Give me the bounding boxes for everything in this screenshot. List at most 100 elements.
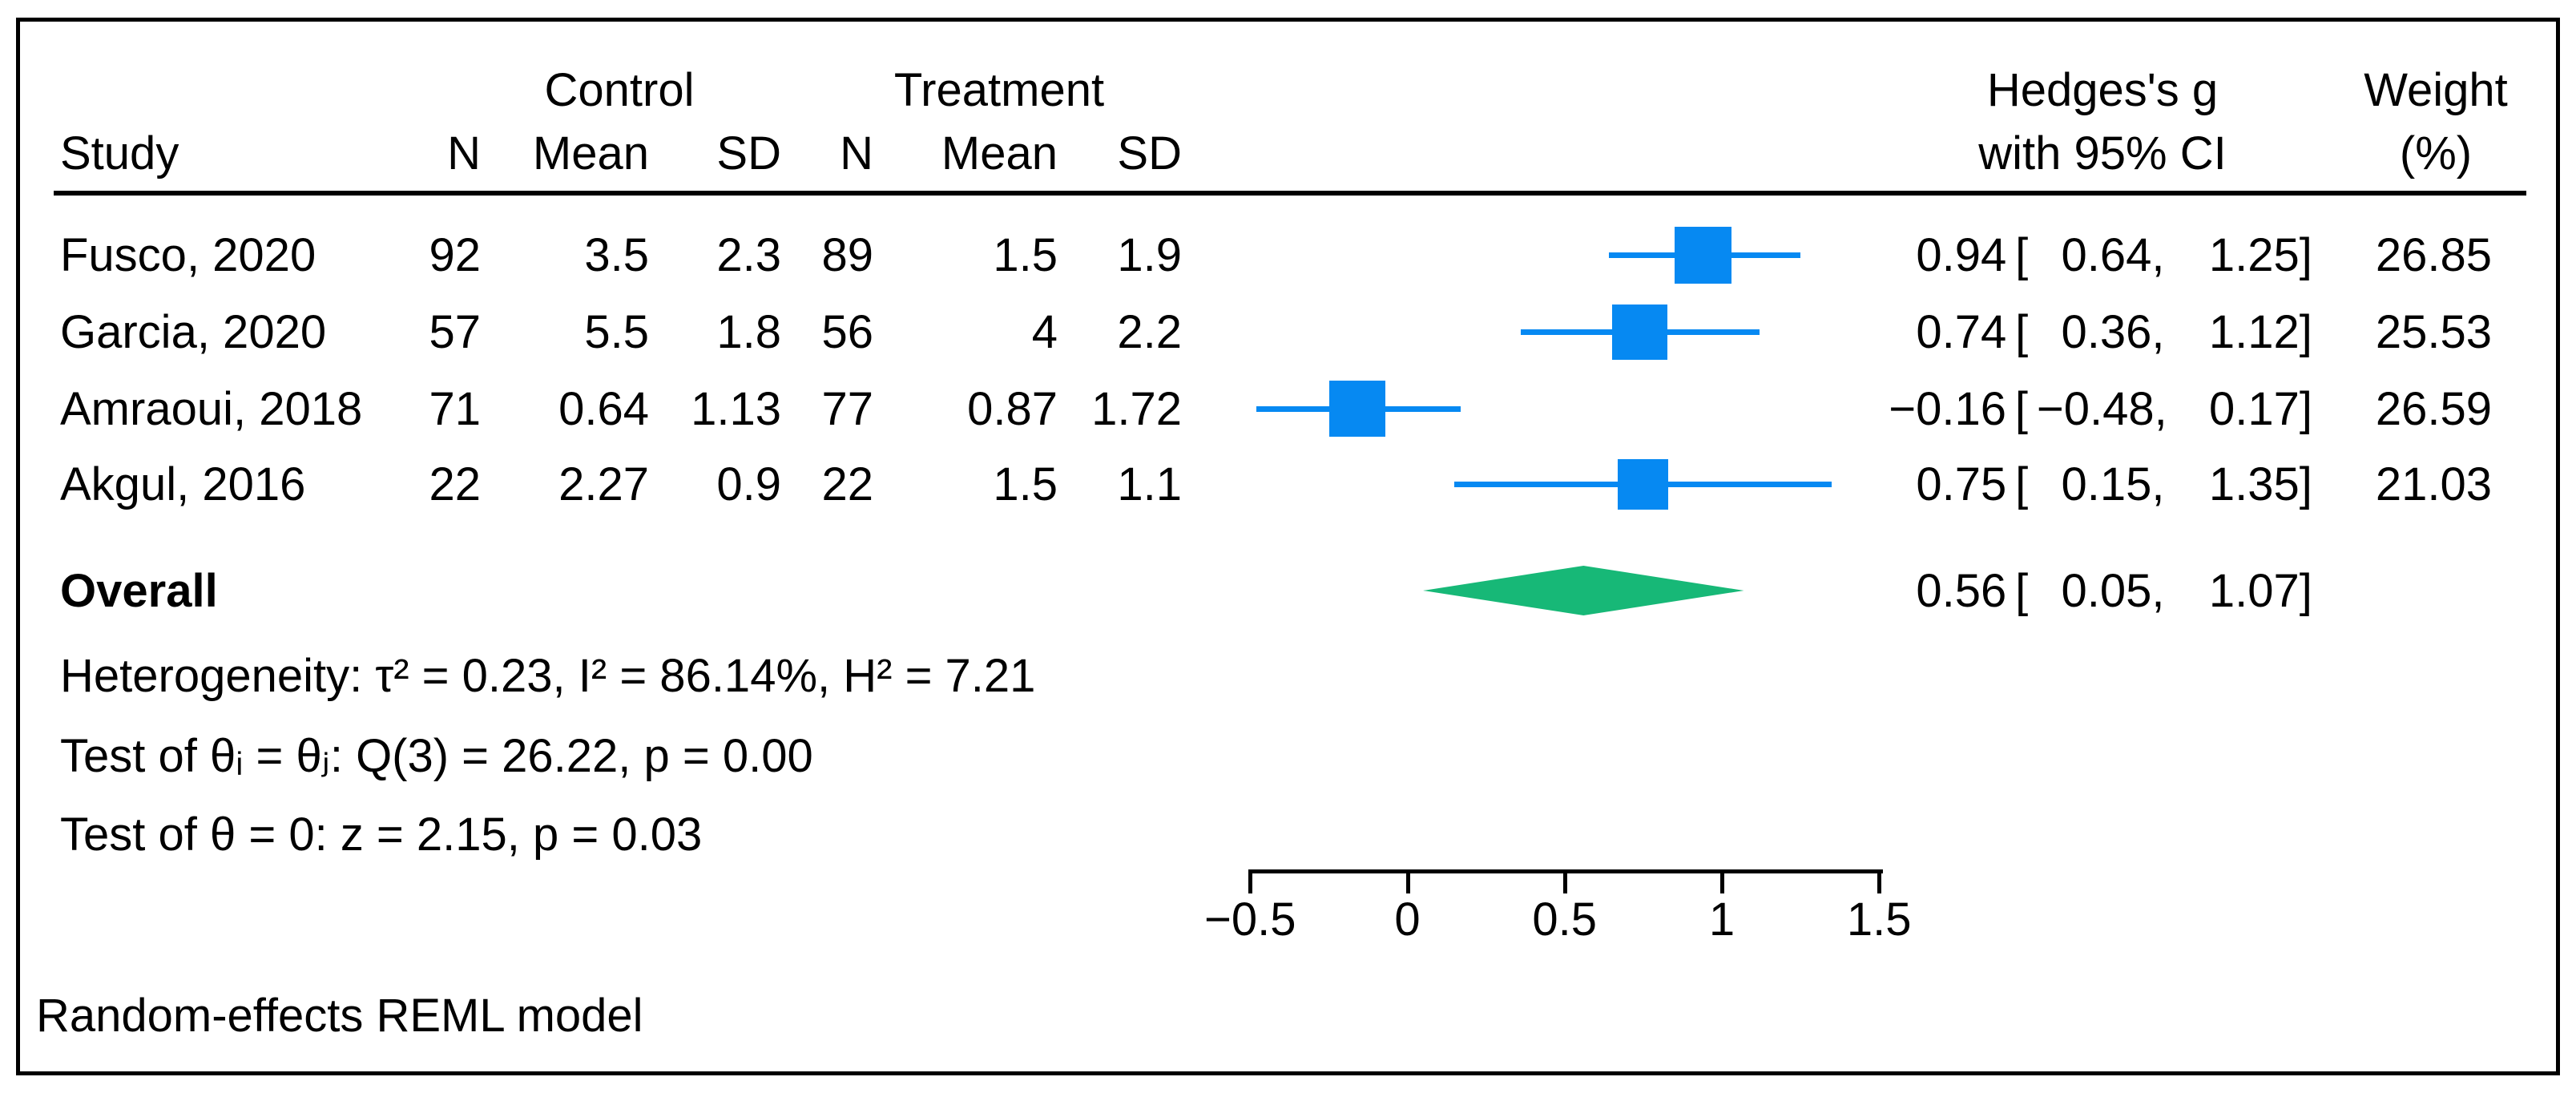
x-axis-tick bbox=[1720, 869, 1724, 893]
effect-size-square-marker bbox=[1328, 381, 1385, 437]
study-name: Garcia, 2020 bbox=[60, 305, 327, 358]
treatment-n: 56 bbox=[821, 305, 873, 358]
figure-border bbox=[16, 18, 2560, 1075]
control-n: 92 bbox=[429, 228, 481, 281]
control-sd: 0.9 bbox=[716, 458, 781, 510]
control-n: 57 bbox=[429, 305, 481, 358]
ci-open-bracket: [ bbox=[2014, 382, 2029, 435]
table-row: Akgul, 2016 22 2.27 0.9 22 1.5 1.1 bbox=[60, 456, 1182, 512]
effect-size-row: 0.74 [ 0.36, 1.12] 25.53 bbox=[1843, 304, 2492, 360]
effect-size-square-marker bbox=[1674, 226, 1731, 284]
treatment-sd: 1.72 bbox=[1091, 382, 1182, 435]
x-axis-tick bbox=[1562, 869, 1567, 893]
overall-effect-row: 0.56 [ 0.05, 1.07] bbox=[1843, 563, 2492, 619]
effect-size-row: 0.94 [ 0.64, 1.25] 26.85 bbox=[1843, 227, 2492, 283]
treatment-n-header: N bbox=[840, 127, 873, 179]
effect-size-square-marker bbox=[1612, 304, 1668, 360]
ci-lower-value: 0.64, bbox=[2061, 228, 2165, 281]
control-sd-header: SD bbox=[716, 127, 781, 179]
weight-header-line2: (%) bbox=[2399, 127, 2473, 179]
x-axis-tick-label: 1 bbox=[1708, 893, 1735, 946]
table-row: Garcia, 2020 57 5.5 1.8 56 4 2.2 bbox=[60, 304, 1182, 360]
ci-upper-value: 0.17] bbox=[2209, 382, 2313, 435]
treatment-mean: 1.5 bbox=[993, 228, 1058, 281]
heterogeneity-stats: Heterogeneity: τ² = 0.23, I² = 86.14%, H… bbox=[60, 649, 1036, 702]
table-row: Amraoui, 2018 71 0.64 1.13 77 0.87 1.72 bbox=[60, 381, 1182, 437]
effect-size-row: −0.16 [ −0.48, 0.17] 26.59 bbox=[1843, 381, 2492, 437]
overall-test-stats: Test of θ = 0: z = 2.15, p = 0.03 bbox=[60, 808, 703, 861]
table-row: Fusco, 2020 92 3.5 2.3 89 1.5 1.9 bbox=[60, 227, 1182, 283]
treatment-sd-header: SD bbox=[1117, 127, 1182, 179]
overall-ci-lower: 0.05, bbox=[2061, 564, 2165, 617]
control-sd: 1.8 bbox=[716, 305, 781, 358]
control-n: 22 bbox=[429, 458, 481, 510]
control-n-header: N bbox=[447, 127, 481, 179]
treatment-sd: 1.9 bbox=[1117, 228, 1182, 281]
control-mean: 0.64 bbox=[558, 382, 649, 435]
effect-size-square-marker bbox=[1618, 458, 1669, 510]
weight-value: 21.03 bbox=[2375, 458, 2492, 510]
treatment-n: 77 bbox=[821, 382, 873, 435]
effect-size-header-line1: Hedges's g bbox=[1986, 63, 2219, 116]
treatment-mean: 0.87 bbox=[967, 382, 1058, 435]
effect-size-value: 0.94 bbox=[1916, 228, 2007, 281]
control-group-header: Control bbox=[544, 63, 695, 116]
overall-row-label-container: Overall bbox=[60, 563, 1182, 619]
weight-value: 26.59 bbox=[2375, 382, 2493, 435]
effect-size-value: 0.74 bbox=[1916, 305, 2007, 358]
control-mean: 5.5 bbox=[584, 305, 649, 358]
study-name: Amraoui, 2018 bbox=[60, 382, 363, 435]
control-sd: 1.13 bbox=[691, 382, 781, 435]
treatment-n: 89 bbox=[821, 228, 873, 281]
ci-open-bracket: [ bbox=[2015, 228, 2029, 281]
x-axis-tick-label: −0.5 bbox=[1204, 893, 1296, 946]
weight-value: 25.53 bbox=[2375, 305, 2492, 358]
treatment-mean: 4 bbox=[1031, 305, 1058, 358]
ci-open-bracket: [ bbox=[2015, 564, 2029, 617]
ci-lower-value: 0.36, bbox=[2061, 305, 2165, 358]
effect-size-value: 0.75 bbox=[1916, 458, 2007, 510]
x-axis-tick bbox=[1248, 869, 1253, 893]
effect-size-value: −0.16 bbox=[1889, 382, 2007, 435]
ci-upper-value: 1.25] bbox=[2208, 228, 2312, 281]
study-name: Akgul, 2016 bbox=[60, 458, 306, 510]
treatment-n: 22 bbox=[821, 458, 873, 510]
ci-upper-value: 1.12] bbox=[2208, 305, 2312, 358]
weight-header-line1: Weight bbox=[2364, 63, 2508, 116]
ci-lower-value: 0.15, bbox=[2061, 458, 2165, 510]
x-axis-tick bbox=[1877, 869, 1882, 893]
header-divider-line bbox=[54, 191, 2526, 196]
study-name: Fusco, 2020 bbox=[60, 228, 316, 281]
weight-value: 26.85 bbox=[2375, 228, 2492, 281]
treatment-sd: 1.1 bbox=[1117, 458, 1182, 510]
treatment-group-header: Treatment bbox=[893, 63, 1105, 116]
study-column-header: Study bbox=[60, 127, 179, 179]
overall-ci-upper: 1.07] bbox=[2208, 564, 2312, 617]
control-mean-header: Mean bbox=[532, 127, 649, 179]
treatment-mean: 1.5 bbox=[993, 458, 1058, 510]
effect-size-row: 0.75 [ 0.15, 1.35] 21.03 bbox=[1843, 456, 2492, 512]
model-note: Random-effects REML model bbox=[36, 989, 643, 1042]
control-n: 71 bbox=[429, 382, 481, 435]
control-sd: 2.3 bbox=[716, 228, 781, 281]
treatment-sd: 2.2 bbox=[1117, 305, 1182, 358]
column-header-row: Study N Mean SD N Mean SD bbox=[60, 125, 1182, 181]
ci-lower-value: −0.48, bbox=[2036, 382, 2167, 435]
effect-size-header-line2: with 95% CI bbox=[1978, 127, 2227, 179]
control-mean: 2.27 bbox=[558, 458, 649, 510]
x-axis-tick bbox=[1405, 869, 1410, 893]
x-axis-tick-label: 1.5 bbox=[1846, 893, 1912, 946]
control-mean: 3.5 bbox=[584, 228, 649, 281]
homogeneity-test-stats: Test of θᵢ = θⱼ: Q(3) = 26.22, p = 0.00 bbox=[60, 730, 813, 782]
ci-open-bracket: [ bbox=[2015, 458, 2029, 510]
ci-open-bracket: [ bbox=[2015, 305, 2029, 358]
ci-upper-value: 1.35] bbox=[2208, 458, 2312, 510]
overall-label: Overall bbox=[60, 564, 218, 617]
overall-effect-value: 0.56 bbox=[1916, 564, 2007, 617]
treatment-mean-header: Mean bbox=[941, 127, 1058, 179]
x-axis-tick-label: 0.5 bbox=[1532, 893, 1598, 946]
x-axis-tick-label: 0 bbox=[1394, 893, 1421, 946]
